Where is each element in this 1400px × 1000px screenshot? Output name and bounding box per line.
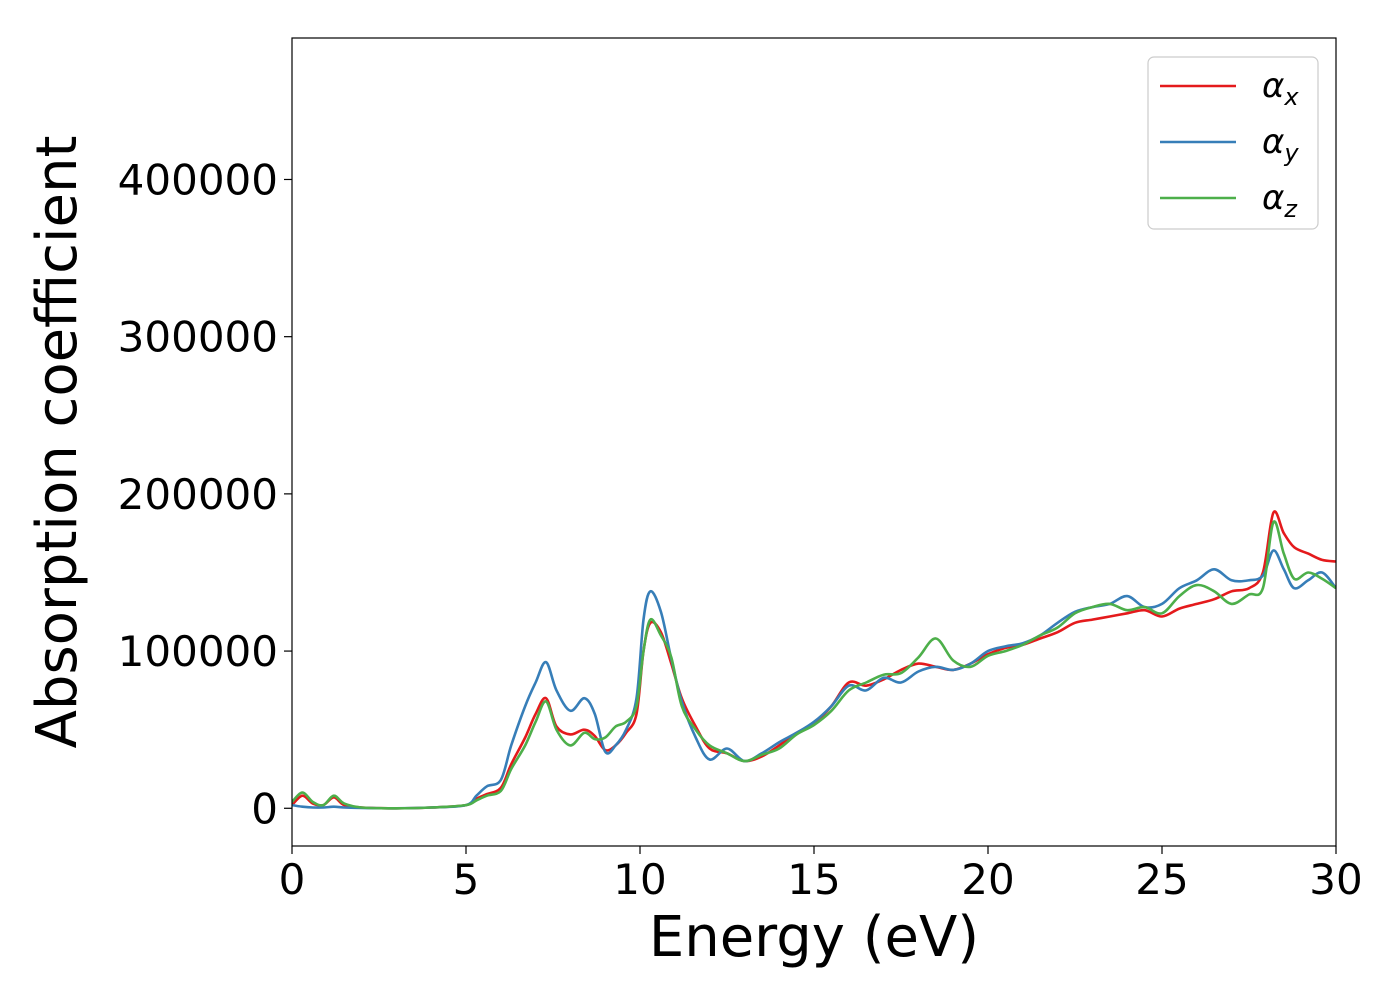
legend-subscript: z xyxy=(1283,195,1298,223)
legend-label-y: αy xyxy=(1262,122,1299,167)
y-tick-label: 100000 xyxy=(118,627,278,676)
x-axis-ticks: 0 5 10 15 20 25 30 xyxy=(279,846,1363,904)
series-layer xyxy=(292,510,1336,810)
legend-symbol: α xyxy=(1262,178,1284,218)
series-line-z xyxy=(292,520,1336,810)
x-tick-label: 5 xyxy=(453,855,480,904)
y-tick-label: 400000 xyxy=(118,155,278,204)
x-tick-label: 10 xyxy=(613,855,666,904)
legend-label-x: αx xyxy=(1262,66,1299,111)
x-axis-label: Energy (eV) xyxy=(649,905,979,970)
y-tick-label: 200000 xyxy=(118,470,278,519)
x-tick-label: 25 xyxy=(1135,855,1188,904)
x-tick-label: 0 xyxy=(279,855,306,904)
y-axis-label: Absorption coefficient xyxy=(25,136,90,749)
legend-subscript: x xyxy=(1283,83,1299,111)
legend-symbol: α xyxy=(1262,66,1284,106)
y-tick-label: 0 xyxy=(251,784,278,833)
x-tick-label: 15 xyxy=(787,855,840,904)
y-tick-label: 300000 xyxy=(118,313,278,362)
legend-symbol: α xyxy=(1262,122,1284,162)
legend-label-z: αz xyxy=(1262,178,1298,223)
series-line-y xyxy=(292,549,1336,810)
x-tick-label: 20 xyxy=(961,855,1014,904)
y-axis-ticks: 0 100000 200000 300000 400000 xyxy=(118,155,292,833)
x-tick-label: 30 xyxy=(1309,855,1362,904)
legend-subscript: y xyxy=(1283,139,1299,167)
